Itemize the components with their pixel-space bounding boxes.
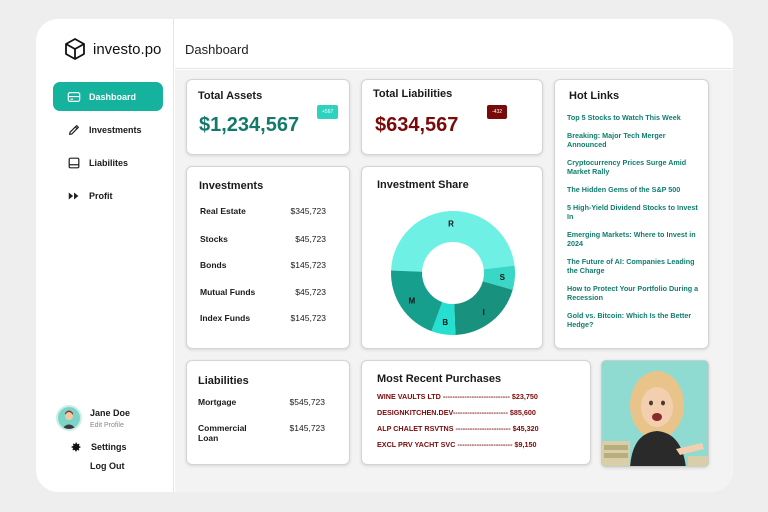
donut-slice-s[interactable]: [482, 265, 515, 290]
total-liabilities-card: Total Liabilities $634,567 -432: [361, 79, 543, 155]
liability-value: $545,723: [289, 397, 325, 407]
hot-link[interactable]: Gold vs. Bitcoin: Which Is the Better He…: [567, 311, 692, 329]
hot-link[interactable]: Breaking: Major Tech Merger Announced: [567, 131, 666, 149]
investment-value: $145,723: [290, 313, 326, 323]
sidebar-item-label: Profit: [89, 190, 113, 201]
donut-label-i: I: [483, 308, 485, 317]
logo[interactable]: investo.po: [63, 37, 161, 61]
donut-label-s: S: [500, 273, 506, 282]
header: Dashboard: [175, 19, 733, 69]
fast-forward-icon: [68, 192, 79, 199]
total-assets-card: Total Assets $1,234,567 +567: [186, 79, 350, 155]
settings-label: Settings: [91, 442, 127, 452]
investment-share-title: Investment Share: [377, 179, 469, 191]
recent-purchases-card: Most Recent Purchases WINE VAULTS LTD --…: [361, 360, 591, 465]
investments-card: Investments Real Estate $345,723 Stocks …: [186, 166, 350, 349]
main-content: Total Assets $1,234,567 +567 Total Liabi…: [175, 70, 733, 492]
hot-link[interactable]: Cryptocurrency Prices Surge Amid Market …: [567, 158, 687, 176]
sidebar-item-label: Dashboard: [89, 91, 137, 102]
woman-with-money-illustration: [602, 361, 708, 466]
user-profile[interactable]: Jane Doe Edit Profile: [56, 405, 130, 431]
investment-row: Real Estate $345,723: [200, 206, 326, 216]
liability-row: Commercial Loan $145,723: [198, 423, 325, 443]
liabilities-card: Liabilities Mortgage $545,723 Commercial…: [186, 360, 350, 465]
settings-button[interactable]: Settings: [70, 441, 127, 453]
sidebar-item-investments[interactable]: Investments: [53, 115, 163, 144]
liability-name: Commercial Loan: [198, 423, 247, 443]
investments-title: Investments: [199, 180, 264, 192]
gear-icon: [71, 442, 81, 452]
inbox-icon: [68, 157, 80, 168]
investment-name: Bonds: [200, 260, 227, 270]
donut-slice-r[interactable]: [391, 211, 515, 272]
total-liabilities-title: Total Liabilities: [373, 88, 453, 100]
donut-label-m: M: [408, 296, 415, 305]
investment-name: Real Estate: [200, 206, 246, 216]
liability-name: Mortgage: [198, 397, 237, 407]
user-name: Jane Doe: [90, 407, 131, 418]
hot-links-card: Hot Links Top 5 Stocks to Watch This Wee…: [554, 79, 709, 349]
promo-photo: [601, 360, 709, 467]
investment-value: $345,723: [290, 206, 326, 216]
liabilities-title: Liabilities: [198, 375, 249, 387]
cube-logo-icon: [65, 38, 85, 60]
total-assets-value: $1,234,567: [199, 114, 300, 136]
hot-link[interactable]: The Hidden Gems of the S&P 500: [567, 185, 681, 194]
sidebar-item-dashboard[interactable]: Dashboard: [53, 82, 163, 111]
investment-row: Stocks $45,723: [200, 234, 326, 244]
donut-slice-i[interactable]: [454, 281, 513, 335]
investment-name: Stocks: [200, 234, 228, 244]
sidebar-item-profit[interactable]: Profit: [53, 181, 163, 210]
liability-value: $145,723: [289, 423, 325, 433]
page-title: Dashboard: [185, 42, 249, 57]
hot-link[interactable]: Emerging Markets: Where to Invest in 202…: [567, 230, 696, 248]
total-liabilities-value: $634,567: [375, 114, 459, 136]
total-liabilities-badge: -432: [487, 105, 508, 119]
purchase-item[interactable]: ALP CHALET RSVTNS ----------------------…: [377, 424, 539, 433]
investment-name: Mutual Funds: [200, 287, 256, 297]
avatar[interactable]: [56, 405, 82, 431]
investment-row: Index Funds $145,723: [200, 313, 326, 323]
dashboard-icon: [67, 91, 81, 102]
hot-link[interactable]: How to Protect Your Portfolio During a R…: [567, 284, 699, 302]
purchase-item[interactable]: EXCL PRV YACHT SVC ---------------------…: [377, 440, 537, 449]
hot-link[interactable]: Top 5 Stocks to Watch This Week: [567, 113, 681, 122]
liability-row: Mortgage $545,723: [198, 397, 325, 407]
investment-value: $45,723: [295, 287, 326, 297]
hot-links-title: Hot Links: [569, 90, 620, 102]
hot-links-list: Top 5 Stocks to Watch This Week Breaking…: [567, 113, 701, 338]
investment-share-donut-chart: R S I B M: [391, 211, 515, 335]
investment-row: Bonds $145,723: [200, 260, 326, 270]
donut-slice-m[interactable]: [391, 270, 443, 332]
sidebar-nav: Dashboard Investments Liabilites: [53, 82, 163, 214]
total-assets-title: Total Assets: [198, 90, 263, 102]
investment-share-card: Investment Share R S I B M: [361, 166, 543, 349]
purchase-item[interactable]: WINE VAULTS LTD ------------------------…: [377, 392, 538, 401]
investment-name: Index Funds: [200, 313, 251, 323]
investment-row: Mutual Funds $45,723: [200, 287, 326, 297]
investment-value: $145,723: [290, 260, 326, 270]
sidebar: investo.po Dashboard Investments: [36, 19, 174, 492]
donut-label-r: R: [448, 220, 454, 229]
investment-value: $45,723: [295, 234, 326, 244]
app-window: investo.po Dashboard Investments: [36, 19, 733, 492]
donut-slice-b[interactable]: [431, 302, 456, 335]
edit-profile-link[interactable]: Edit Profile: [90, 421, 124, 429]
hot-link[interactable]: 5 High-Yield Dividend Stocks to Invest I…: [567, 203, 698, 221]
sidebar-item-label: Liabilites: [89, 157, 129, 168]
pencil-icon: [69, 124, 79, 135]
purchase-item[interactable]: DESIGNKITCHEN.DEV-----------------------…: [377, 408, 536, 417]
logout-button[interactable]: Log Out: [90, 461, 125, 471]
sidebar-item-liabilites[interactable]: Liabilites: [53, 148, 163, 177]
sidebar-item-label: Investments: [89, 124, 142, 135]
total-assets-badge: +567: [317, 105, 339, 119]
recent-purchases-title: Most Recent Purchases: [377, 373, 502, 385]
app-name: investo.po: [93, 40, 162, 58]
donut-label-b: B: [442, 318, 448, 327]
hot-link[interactable]: The Future of AI: Companies Leading the …: [567, 257, 695, 275]
avatar-person-icon: [62, 410, 76, 429]
